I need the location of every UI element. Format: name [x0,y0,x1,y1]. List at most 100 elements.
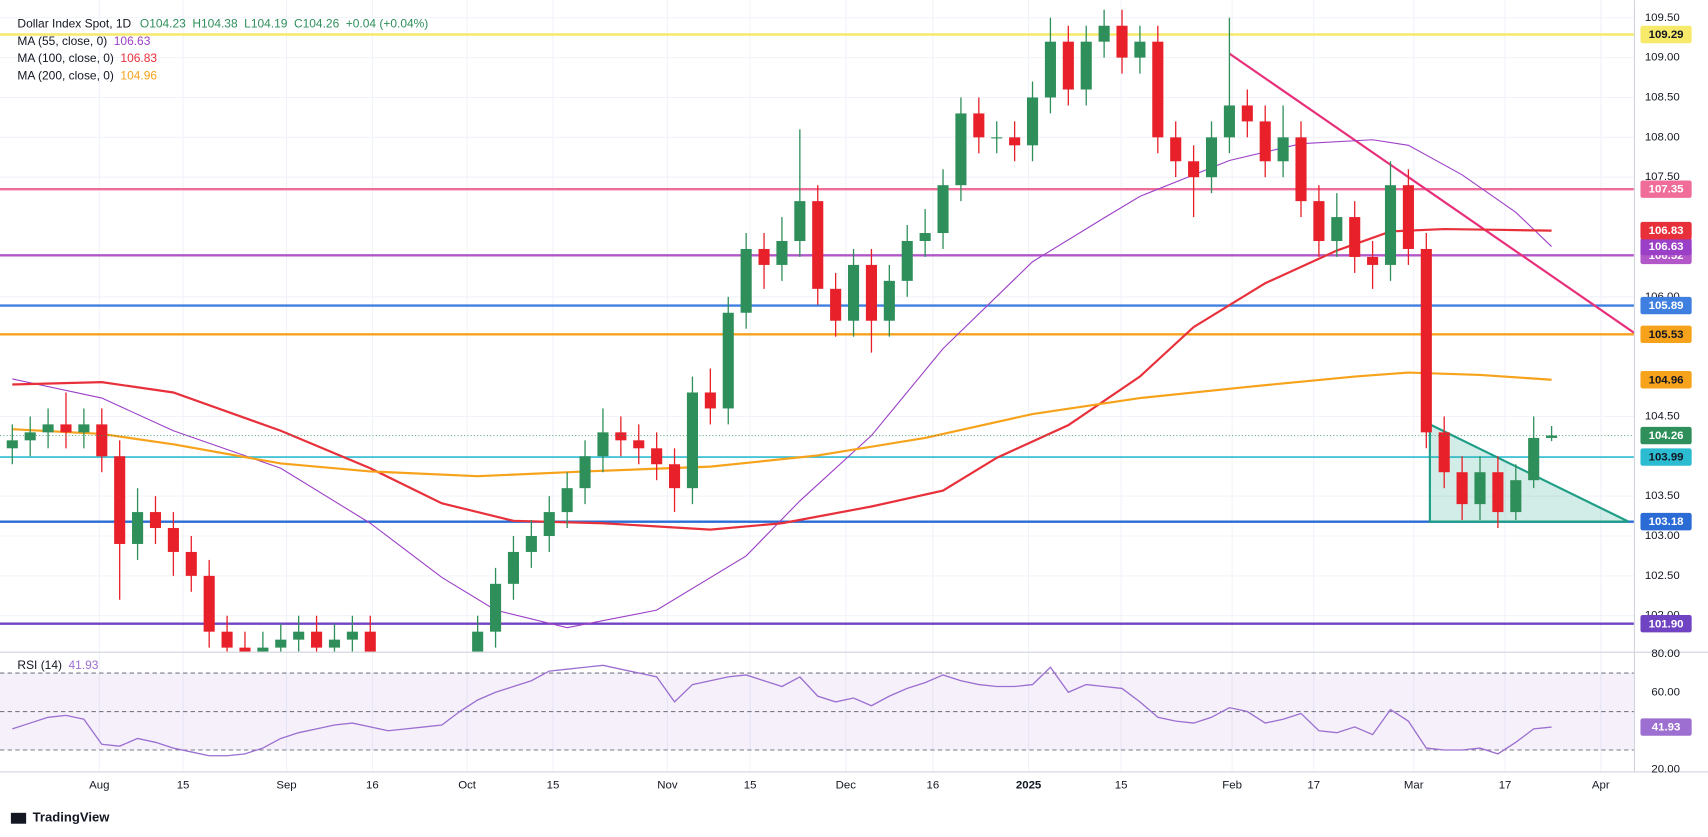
y-tick-label: 109.00 [1645,52,1680,64]
price-badge-label: 106.83 [1649,225,1684,237]
x-tick-label: 17 [1499,780,1512,792]
x-tick-label: 16 [366,780,379,792]
candle-body [1474,472,1486,505]
price-badge [1640,180,1692,198]
price-badge-label: 106.63 [1649,241,1684,253]
y-tick-label: 108.00 [1645,131,1680,143]
candle-body [1044,41,1056,98]
price-badge [1640,448,1692,466]
candle-body [1313,201,1325,241]
price-badge-label: 109.29 [1649,29,1684,41]
candle-body [1134,41,1146,58]
price-pane [0,9,1634,652]
candle-body [830,288,842,321]
candle-body [1188,161,1200,178]
candle-body [328,639,341,648]
rsi-tick-label: 60.00 [1651,686,1680,698]
candle-body [203,575,215,632]
candle-body [722,312,734,409]
candle-body [346,631,358,640]
x-tick-label: Sep [276,780,296,792]
moving-average [12,227,1552,531]
price-badge-label: 105.89 [1649,300,1684,312]
candle-body [1170,137,1182,162]
candle-body [60,424,72,433]
candle-body [311,631,323,648]
brand: TradingView [10,810,110,825]
candle-body [96,424,108,457]
candle-body [1510,480,1522,513]
candle-body [1026,97,1039,146]
price-badge [1640,426,1692,445]
moving-average [12,139,1552,629]
x-tick-label: 15 [744,780,757,792]
price-badge-label: 107.35 [1649,184,1685,196]
candle-body [1420,248,1432,433]
y-tick-label: 103.50 [1645,490,1680,502]
rsi-name: RSI (14) [17,658,62,672]
rsi-tick-label: 80.00 [1651,648,1680,660]
candle-body [847,264,860,321]
candle-body [525,535,537,552]
indicator-name: MA (55, close, 0) [17,34,107,48]
candle-body [1295,137,1307,202]
candle-body [42,424,54,433]
price-badge [1640,221,1692,240]
candle-body [1205,137,1218,178]
candle-body [1098,25,1110,42]
rsi-pane [0,664,1634,757]
price-badge [1640,237,1692,256]
x-tick-label: Feb [1222,780,1242,792]
x-tick-label: 2025 [1016,780,1042,792]
candle-body [633,440,645,449]
candle-body [1259,121,1271,162]
x-tick-label: 17 [1307,780,1320,792]
candle-body [1152,41,1164,138]
indicator-value: 106.63 [114,34,151,48]
x-tick-label: Nov [657,780,678,792]
ohlc-label: H104.38 [192,16,238,30]
candle-body [1080,41,1092,90]
x-tick-label: 15 [177,780,190,792]
price-badge-label: 101.90 [1649,618,1684,630]
candle-body [472,631,484,652]
x-tick-label: 15 [1115,780,1128,792]
rsi-value: 41.93 [69,658,99,672]
x-tick-label: Mar [1404,780,1424,792]
candle-body [1062,41,1074,90]
ohlc-label: L104.19 [244,16,288,30]
candle-body [114,456,126,544]
price-badge [1640,325,1692,343]
price-badge [1640,25,1692,44]
indicator-name: MA (100, close, 0) [17,51,113,65]
candle-body [794,201,806,241]
candle-body [543,512,555,536]
candle-body [1402,185,1414,249]
candle-body [1546,435,1558,438]
brand-logo [10,812,27,824]
candle-body [1438,432,1450,473]
candle-body [185,551,197,576]
candle-body [1009,137,1021,146]
chart-title: Dollar Index Spot, 1D [17,16,131,30]
candle-body [1241,105,1253,122]
price-badge-label: 104.26 [1649,430,1684,442]
candle-body [704,392,716,409]
candle-body [812,201,824,289]
price-badge-label: 103.18 [1649,516,1684,528]
candle-body [1384,185,1397,265]
rsi-tick-label: 20.00 [1651,763,1680,775]
indicator-name: MA (200, close, 0) [17,69,113,83]
candle-body [937,185,949,234]
candle-body [597,432,609,457]
x-tick-label: Aug [89,780,109,792]
candle-body [758,248,770,265]
candle-body [1367,256,1379,265]
x-tick-label: 15 [547,780,560,792]
price-badge [1640,512,1692,531]
moving-average [12,371,1552,478]
y-tick-label: 102.50 [1645,570,1680,582]
candle-body [1349,217,1361,257]
price-badge-label: 41.93 [1652,722,1681,734]
price-badge-label: 105.53 [1649,329,1684,341]
